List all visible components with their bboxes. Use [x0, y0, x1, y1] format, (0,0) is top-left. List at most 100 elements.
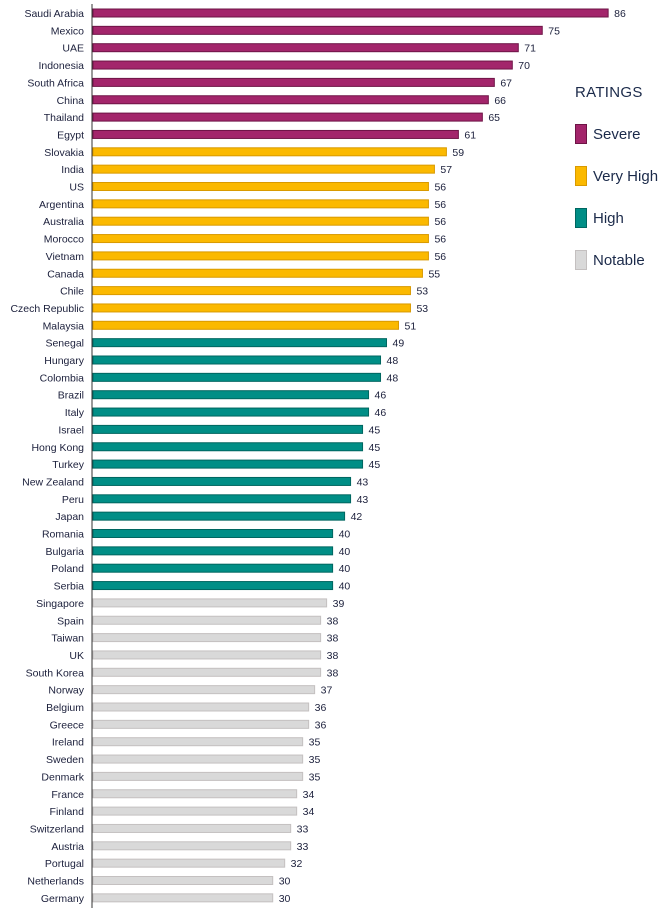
- bar: [92, 823, 292, 833]
- value-label: 56: [434, 234, 446, 246]
- bar: [92, 129, 459, 139]
- category-label: Norway: [48, 685, 84, 697]
- category-label: Sweden: [46, 754, 84, 766]
- bar: [92, 338, 388, 348]
- value-label: 36: [315, 719, 327, 731]
- category-label: Spain: [57, 615, 84, 627]
- bar: [92, 511, 346, 521]
- category-label: South Africa: [27, 77, 84, 89]
- value-label: 71: [524, 43, 536, 55]
- value-label: 34: [303, 806, 315, 818]
- bar: [92, 407, 370, 417]
- category-label: Argentina: [39, 199, 84, 211]
- category-label: Malaysia: [43, 320, 85, 332]
- bar: [92, 737, 304, 747]
- category-label: Slovakia: [44, 147, 84, 159]
- value-label: 55: [428, 268, 440, 280]
- category-label: Chile: [60, 286, 84, 298]
- category-label: Senegal: [45, 338, 84, 350]
- category-label: Austria: [51, 841, 84, 853]
- bar: [92, 841, 292, 851]
- value-label: 39: [333, 598, 345, 610]
- value-label: 57: [440, 164, 452, 176]
- value-label: 38: [327, 667, 339, 679]
- legend-item-notable: Notable: [575, 239, 658, 281]
- value-label: 35: [309, 771, 321, 783]
- legend-label: Notable: [593, 251, 645, 269]
- category-label: Belgium: [46, 702, 84, 714]
- bar: [92, 25, 543, 35]
- bar: [92, 424, 364, 434]
- category-label: UAE: [62, 43, 84, 55]
- value-label: 33: [297, 823, 309, 835]
- category-label: Bulgaria: [45, 546, 84, 558]
- category-label: Australia: [43, 216, 84, 228]
- bar: [92, 893, 274, 903]
- legend-swatch: [575, 250, 587, 270]
- bar: [92, 8, 609, 18]
- category-label: Finland: [50, 806, 85, 818]
- bar: [92, 563, 334, 573]
- value-label: 46: [375, 407, 387, 419]
- category-label: UK: [69, 650, 84, 662]
- category-label: Colombia: [40, 372, 85, 384]
- category-label: China: [57, 95, 85, 107]
- value-label: 30: [279, 876, 291, 888]
- category-label: Switzerland: [30, 823, 84, 835]
- bar: [92, 320, 399, 330]
- value-label: 38: [327, 615, 339, 627]
- category-label: Canada: [47, 268, 84, 280]
- value-label: 38: [327, 633, 339, 645]
- category-label: Israel: [58, 424, 84, 436]
- bar: [92, 719, 310, 729]
- bar: [92, 459, 364, 469]
- value-label: 40: [339, 581, 351, 593]
- category-label: Mexico: [51, 25, 84, 37]
- bar: [92, 60, 513, 70]
- category-label: Czech Republic: [10, 303, 84, 315]
- value-label: 86: [614, 8, 626, 20]
- value-label: 56: [434, 199, 446, 211]
- legend-label: Severe: [593, 125, 641, 143]
- category-label: Japan: [55, 511, 84, 523]
- value-label: 43: [357, 476, 369, 488]
- value-label: 56: [434, 216, 446, 228]
- category-label: Indonesia: [38, 60, 84, 72]
- value-label: 42: [351, 511, 363, 523]
- bar: [92, 806, 298, 816]
- category-label: Peru: [62, 494, 84, 506]
- legend-title: RATINGS: [575, 84, 643, 101]
- value-label: 33: [297, 841, 309, 853]
- value-label: 45: [369, 459, 381, 471]
- value-label: 56: [434, 251, 446, 263]
- value-label: 48: [387, 355, 399, 367]
- bar: [92, 685, 316, 695]
- category-label: Germany: [41, 893, 85, 905]
- bar: [92, 251, 429, 261]
- legend-swatch: [575, 124, 587, 144]
- value-label: 37: [321, 685, 333, 697]
- value-label: 65: [488, 112, 500, 124]
- legend-item-high: High: [575, 197, 658, 239]
- bar: [92, 581, 334, 591]
- bar: [92, 95, 489, 105]
- bar: [92, 615, 322, 625]
- value-label: 56: [434, 182, 446, 194]
- legend-item-severe: Severe: [575, 113, 658, 155]
- value-label: 67: [500, 77, 512, 89]
- category-label: Italy: [65, 407, 85, 419]
- legend-label: Very High: [593, 167, 659, 185]
- value-label: 66: [494, 95, 506, 107]
- value-label: 35: [309, 737, 321, 749]
- bar: [92, 234, 429, 244]
- category-label: Greece: [50, 719, 85, 731]
- value-label: 34: [303, 789, 315, 801]
- category-label: Morocco: [44, 234, 84, 246]
- bar: [92, 199, 429, 209]
- category-label: New Zealand: [22, 476, 84, 488]
- value-label: 59: [452, 147, 464, 159]
- value-label: 49: [393, 338, 405, 350]
- bar: [92, 858, 286, 868]
- value-label: 61: [464, 129, 476, 141]
- value-label: 30: [279, 893, 291, 905]
